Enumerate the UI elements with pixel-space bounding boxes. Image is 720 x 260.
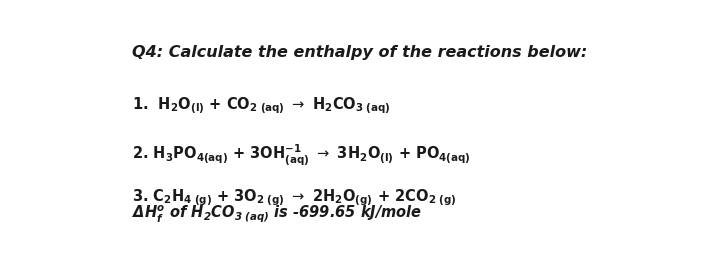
Text: 1.  $\mathregular{H_2O_{(l)}}$ + $\mathregular{CO_{2\ (aq)}}$ $\rightarrow$ $\ma: 1. $\mathregular{H_2O_{(l)}}$ + $\mathre… (132, 95, 390, 116)
Text: $\mathregular{\Delta H_f^o}$ of $\mathregular{H_2CO_{3\ (aq)}}$ is -699.65 kJ/mo: $\mathregular{\Delta H_f^o}$ of $\mathre… (132, 204, 422, 225)
Text: 3. $\mathregular{C_2H_{4\ (g)}}$ + $\mathregular{3O_{2\ (g)}}$ $\rightarrow$ $\m: 3. $\mathregular{C_2H_{4\ (g)}}$ + $\mat… (132, 187, 456, 208)
Text: Q4: Calculate the enthalpy of the reactions below:: Q4: Calculate the enthalpy of the reacti… (132, 45, 587, 60)
Text: 2. $\mathregular{H_3PO_{4(aq)}}$ + $\mathregular{3OH^{-1}_{(aq)}}$ $\rightarrow$: 2. $\mathregular{H_3PO_{4(aq)}}$ + $\mat… (132, 143, 470, 168)
